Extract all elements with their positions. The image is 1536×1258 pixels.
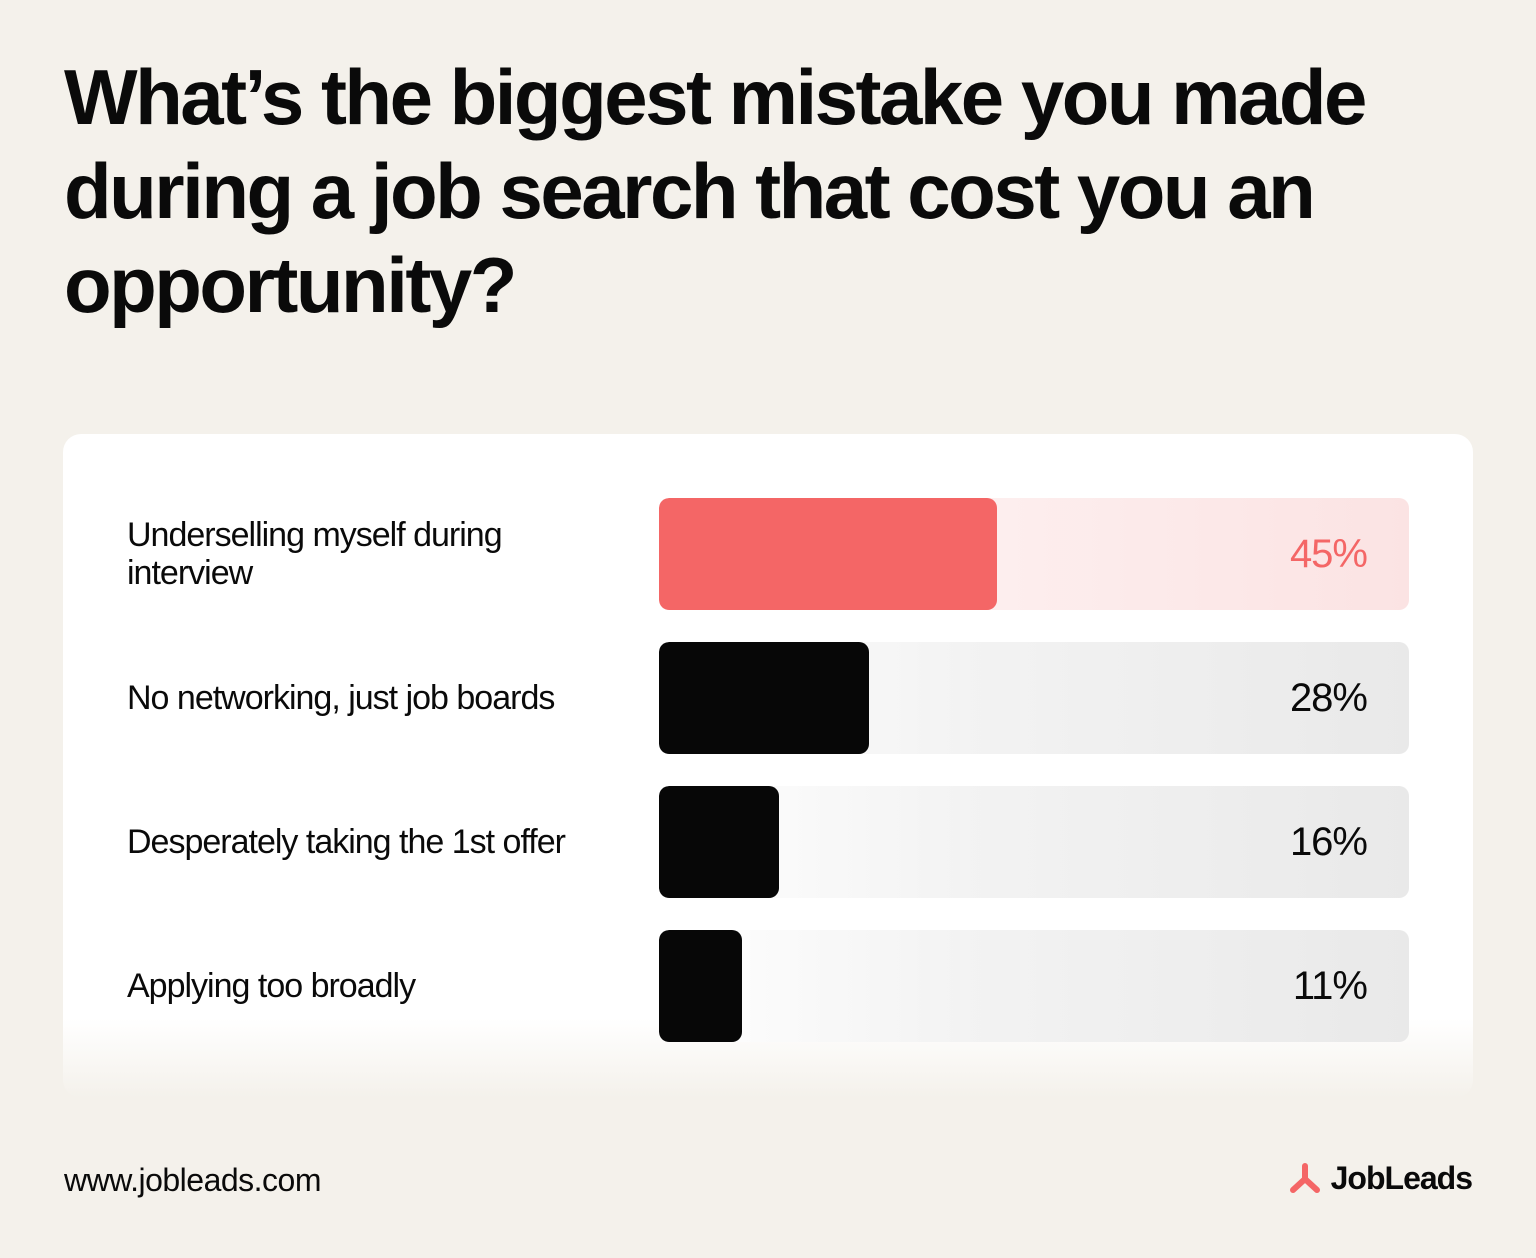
chart-card: Underselling myself during interview 45% N…: [63, 434, 1473, 1098]
footer-url[interactable]: www.jobleads.com: [64, 1162, 322, 1198]
bar-track: 45%: [659, 498, 1409, 610]
bar-category-label: Applying too broadly: [127, 967, 416, 1005]
bar-row: Desperately taking the 1st offer 16%: [63, 786, 1473, 898]
chart-title: What’s the biggest mistake you made duri…: [64, 53, 1367, 329]
bar-row: Applying too broadly 11%: [63, 930, 1473, 1042]
bar-fill: [659, 498, 997, 610]
bar-fill: [659, 642, 869, 754]
bar-category-label: No networking, just job boards: [127, 679, 555, 717]
bar-value-label: 45%: [1289, 531, 1368, 576]
bar-track: 11%: [659, 930, 1409, 1042]
bar-row: No networking, just job boards 28%: [63, 642, 1473, 754]
bar-category-label: Desperately taking the 1st offer: [127, 823, 566, 861]
brand-logo: JobLeads: [1287, 1160, 1473, 1197]
bar-track: 28%: [659, 642, 1409, 754]
bar-category-label: Underselling myself during interview: [127, 516, 503, 592]
brand-name: JobLeads: [1330, 1160, 1473, 1196]
bar-fill: [659, 930, 742, 1042]
bar-value-label: 28%: [1289, 675, 1368, 720]
bar-fill: [659, 786, 779, 898]
jobleads-logo-icon: [1289, 1162, 1320, 1193]
bar-row: Underselling myself during interview 45%: [63, 498, 1473, 610]
bar-track: 16%: [659, 786, 1409, 898]
bar-value-label: 16%: [1289, 819, 1368, 864]
bar-value-label: 11%: [1292, 963, 1368, 1008]
